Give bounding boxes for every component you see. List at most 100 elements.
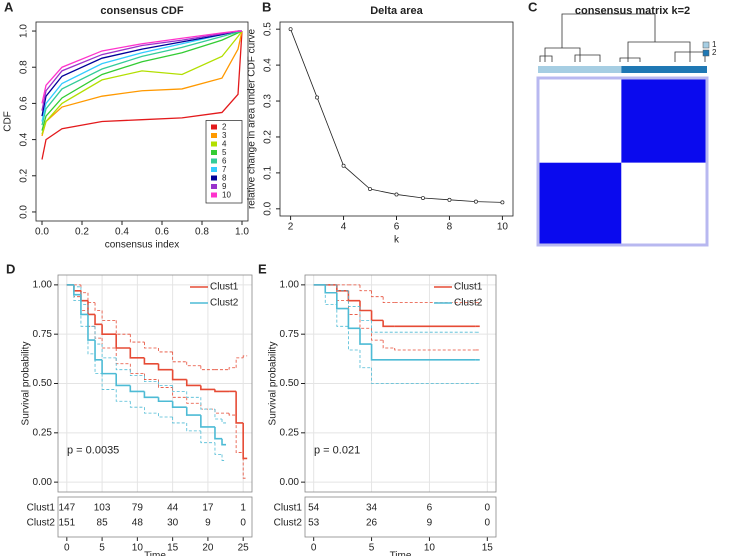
survival-step bbox=[382, 320, 395, 328]
survival-step bbox=[336, 292, 349, 310]
plot-frame bbox=[279, 21, 514, 217]
ci-step bbox=[172, 351, 187, 363]
legend-label: Clust1 bbox=[454, 282, 483, 293]
cluster-bar bbox=[538, 66, 622, 73]
ci-step bbox=[186, 422, 201, 432]
x-tick-label: 10 bbox=[132, 543, 144, 554]
legend-label: 8 bbox=[222, 174, 227, 183]
ci-step bbox=[101, 310, 117, 321]
ci-step bbox=[172, 385, 187, 392]
ci-step bbox=[371, 367, 476, 384]
ci-step bbox=[87, 304, 96, 327]
ci-step bbox=[371, 290, 384, 298]
legend-label: Clust2 bbox=[210, 298, 239, 309]
survival-step bbox=[143, 357, 159, 365]
ci-step bbox=[214, 409, 223, 420]
p-value: p = 0.021 bbox=[314, 444, 360, 456]
x-tick-label: 1.0 bbox=[235, 227, 249, 238]
survival-step bbox=[370, 344, 476, 361]
risk-count: 48 bbox=[132, 518, 144, 529]
risk-count: 103 bbox=[94, 503, 111, 514]
legend-label: 10 bbox=[222, 191, 231, 200]
series-line bbox=[41, 30, 243, 126]
ci-step bbox=[144, 375, 159, 382]
legend-label: 1 bbox=[712, 40, 717, 49]
survival-step bbox=[336, 284, 349, 292]
point bbox=[368, 187, 372, 192]
legend-swatch bbox=[211, 158, 217, 164]
y-tick-label: 1.00 bbox=[280, 280, 300, 291]
y-tick-label: 0.2 bbox=[263, 130, 274, 144]
survival-step bbox=[129, 385, 145, 393]
dendrogram bbox=[539, 13, 706, 62]
ci-step bbox=[94, 302, 103, 311]
survival-step bbox=[157, 397, 173, 403]
ci-step bbox=[94, 353, 103, 375]
panel-label: A bbox=[4, 0, 14, 14]
series-line bbox=[41, 30, 243, 131]
survival-step bbox=[87, 314, 96, 341]
risk-count: 26 bbox=[366, 518, 378, 529]
point bbox=[315, 95, 320, 100]
ci-step bbox=[359, 314, 372, 329]
dendrogram-link bbox=[627, 22, 691, 62]
risk-count: 53 bbox=[308, 518, 320, 529]
risk-count: 9 bbox=[205, 518, 211, 529]
legend-swatch bbox=[702, 41, 710, 49]
x-axis-title: k bbox=[394, 235, 400, 246]
ci-step bbox=[348, 326, 360, 351]
legend-swatch bbox=[211, 175, 217, 181]
ci-step bbox=[235, 357, 244, 368]
ci-step bbox=[115, 389, 131, 402]
y-tick-label: 0.75 bbox=[33, 329, 53, 340]
y-tick-label: 0.00 bbox=[280, 477, 300, 488]
y-tick-label: 1.00 bbox=[33, 280, 53, 291]
ci-step bbox=[129, 401, 145, 408]
risk-count: 30 bbox=[167, 518, 179, 529]
x-axis-title: consensus index bbox=[105, 240, 180, 251]
ci-step bbox=[80, 286, 88, 305]
ci-step bbox=[336, 284, 349, 302]
ci-step bbox=[94, 326, 103, 339]
survival-step bbox=[214, 426, 223, 440]
x-tick-label: 10 bbox=[497, 222, 509, 233]
series-line bbox=[41, 30, 243, 137]
legend-swatch bbox=[211, 141, 217, 147]
risk-count: 17 bbox=[202, 503, 214, 514]
risk-count: 6 bbox=[427, 503, 433, 514]
legend-swatch bbox=[211, 192, 217, 198]
survival-step bbox=[214, 389, 230, 393]
ci-step bbox=[348, 300, 360, 315]
p-value: p = 0.0035 bbox=[67, 444, 119, 456]
matrix-cell bbox=[538, 78, 622, 163]
x-tick-label: 0.4 bbox=[115, 227, 129, 238]
survival-step bbox=[73, 284, 81, 292]
survival-step bbox=[370, 310, 384, 322]
y-tick-label: 0.50 bbox=[33, 378, 53, 389]
matrix-cell bbox=[621, 78, 707, 163]
risk-count: 1 bbox=[240, 503, 246, 514]
series-line bbox=[41, 31, 243, 160]
x-tick-label: 0 bbox=[311, 543, 317, 554]
legend-label: 4 bbox=[222, 140, 227, 149]
y-tick-label: 0.75 bbox=[280, 329, 300, 340]
ci-step bbox=[200, 430, 215, 444]
risk-count: 0 bbox=[485, 518, 491, 529]
legend-label: Clust1 bbox=[210, 282, 239, 293]
survival-step bbox=[94, 314, 103, 326]
risk-row-label: Clust1 bbox=[274, 503, 303, 514]
panel-label: D bbox=[6, 261, 15, 276]
legend-swatch bbox=[211, 133, 217, 138]
ci-step bbox=[228, 367, 237, 370]
ci-step bbox=[186, 361, 201, 367]
legend-label: 2 bbox=[712, 48, 717, 57]
y-axis-title: Survival probability bbox=[268, 342, 279, 426]
risk-table-frame bbox=[57, 496, 253, 538]
ci-step bbox=[200, 365, 215, 371]
ci-step bbox=[242, 452, 248, 479]
ci-step bbox=[186, 391, 201, 398]
ci-step bbox=[172, 387, 187, 398]
y-tick-label: 0.50 bbox=[280, 378, 300, 389]
survival-step bbox=[101, 359, 117, 375]
